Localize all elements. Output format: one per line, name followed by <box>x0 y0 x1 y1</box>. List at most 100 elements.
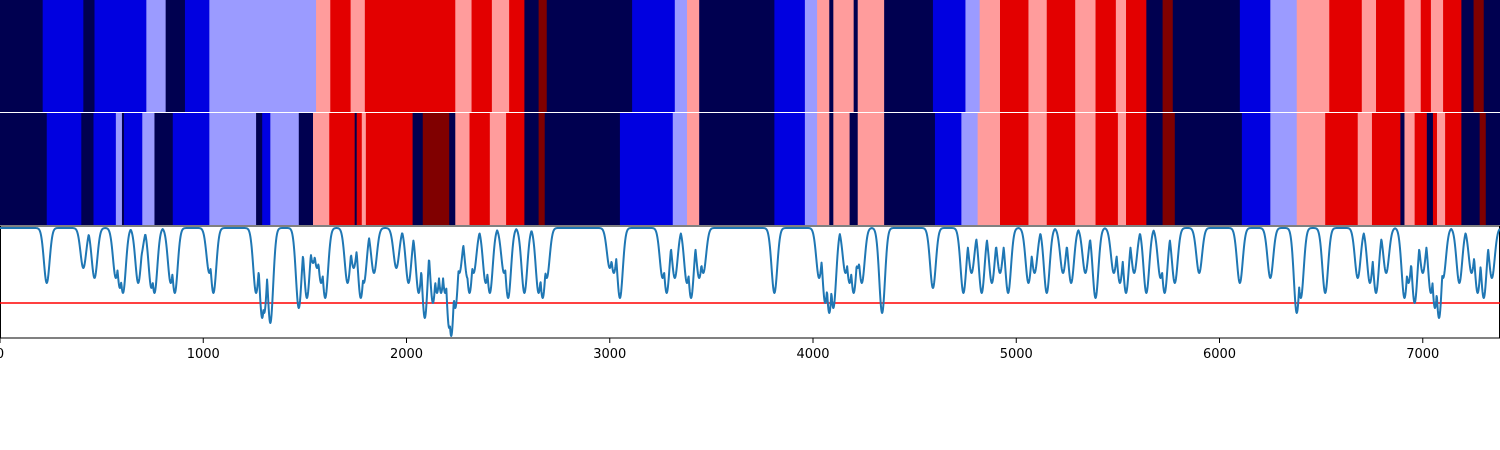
heatmap-cell <box>857 113 885 225</box>
heatmap-cell <box>1483 0 1500 112</box>
heatmap-cell <box>365 113 414 225</box>
heatmap-cell <box>1400 113 1405 225</box>
heatmap-cell <box>1296 113 1326 225</box>
heatmap-cell <box>1146 0 1164 112</box>
x-tick-label: 7000 <box>1406 347 1439 362</box>
heatmap-cell <box>1028 113 1048 225</box>
heatmap-cell <box>538 0 548 112</box>
heatmap-cell <box>469 113 491 225</box>
heatmap-cell <box>262 113 271 225</box>
heatmap-cell <box>829 113 834 225</box>
heatmap-cell <box>699 0 775 112</box>
heatmap-cell <box>146 0 167 112</box>
x-tick-label: 4000 <box>796 347 829 362</box>
heatmap-cell <box>817 113 830 225</box>
heatmap-cell <box>1473 0 1485 112</box>
heatmap-cell <box>1162 113 1176 225</box>
heatmap-cell <box>46 113 82 225</box>
heatmap-cell <box>0 113 48 225</box>
heatmap-cell <box>1461 0 1474 112</box>
heatmap-cell <box>1126 0 1147 112</box>
heatmap-cell <box>83 0 95 112</box>
heatmap-cell <box>774 113 806 225</box>
heatmap-cell <box>165 0 186 112</box>
heatmap-cell <box>884 0 934 112</box>
heatmap-cell <box>506 113 525 225</box>
x-tick-label: 2000 <box>390 347 423 362</box>
heatmap-cell <box>804 113 818 225</box>
heatmap-cell <box>1357 113 1373 225</box>
heatmap-cell <box>932 0 966 112</box>
heatmap-cell <box>833 0 855 112</box>
heatmap-cell <box>142 113 155 225</box>
signal-panel <box>0 225 1500 339</box>
heatmap-cell <box>857 0 885 112</box>
heatmap-cell <box>1172 0 1241 112</box>
heatmap-track-1 <box>0 0 1500 112</box>
heatmap-cell <box>1146 113 1164 225</box>
heatmap-cell <box>1095 0 1117 112</box>
heatmap-cell <box>1046 113 1076 225</box>
x-tick-label: 3000 <box>593 347 626 362</box>
x-axis: 0 1000 2000 3000 4000 5000 6000 7000 <box>0 338 1439 362</box>
heatmap-cell <box>979 0 1001 112</box>
heatmap-cell <box>1270 113 1298 225</box>
heatmap-cell <box>1445 113 1462 225</box>
heatmap-cell <box>674 0 688 112</box>
heatmap-cell <box>965 0 981 112</box>
heatmap-cell <box>270 113 300 225</box>
heatmap-cell <box>361 113 367 225</box>
heatmap-cell <box>544 113 621 225</box>
heatmap-cell <box>313 113 330 225</box>
heatmap-cell <box>184 0 210 112</box>
heatmap-cell <box>1426 113 1434 225</box>
heatmap-cell <box>538 113 546 225</box>
heatmap-cell <box>1075 0 1096 112</box>
heatmap-cell <box>1270 0 1298 112</box>
heatmap-cell <box>1117 113 1127 225</box>
heatmap-cell <box>350 0 366 112</box>
heatmap-cell <box>489 113 507 225</box>
heatmap-cell <box>1432 113 1438 225</box>
heatmap-cell <box>422 113 450 225</box>
heatmap-cell <box>509 0 525 112</box>
heatmap-cell <box>1115 0 1127 112</box>
heatmap-cell <box>1095 113 1119 225</box>
heatmap-cell <box>1000 113 1029 225</box>
heatmap-cell <box>774 0 806 112</box>
heatmap-cell <box>1414 113 1428 225</box>
heatmap-cell <box>298 113 314 225</box>
heatmap-cell <box>829 0 834 112</box>
heatmap-cell <box>524 0 540 112</box>
heatmap-cell <box>123 113 143 225</box>
heatmap-cell <box>1404 0 1422 112</box>
heatmap-cell <box>449 113 456 225</box>
x-tick-label: 6000 <box>1203 347 1236 362</box>
heatmap-cell <box>1479 113 1487 225</box>
heatmap-cell <box>330 0 352 112</box>
heatmap-cell <box>1371 113 1401 225</box>
heatmap-cell <box>804 0 818 112</box>
heatmap-cell <box>1361 0 1377 112</box>
heatmap-cell <box>1239 0 1271 112</box>
heatmap-cell <box>524 113 540 225</box>
heatmap-cell <box>1174 113 1243 225</box>
heatmap-cell <box>455 113 470 225</box>
heatmap-cell <box>546 0 633 112</box>
x-tick-label: 5000 <box>1000 347 1033 362</box>
heatmap-track-2 <box>0 113 1500 225</box>
heatmap-cell <box>1436 113 1446 225</box>
heatmap-cell <box>1028 0 1048 112</box>
heatmap-cell <box>1485 113 1500 225</box>
heatmap-cell <box>1404 113 1416 225</box>
heatmap-cell <box>632 0 676 112</box>
x-tick-label: 0 <box>0 347 4 362</box>
heatmap-cell <box>364 0 456 112</box>
heatmap-cell <box>1241 113 1271 225</box>
heatmap-cell <box>471 0 493 112</box>
heatmap-cell <box>209 0 317 112</box>
heatmap-cell <box>672 113 688 225</box>
heatmap-cell <box>81 113 94 225</box>
heatmap-cell <box>934 113 962 225</box>
